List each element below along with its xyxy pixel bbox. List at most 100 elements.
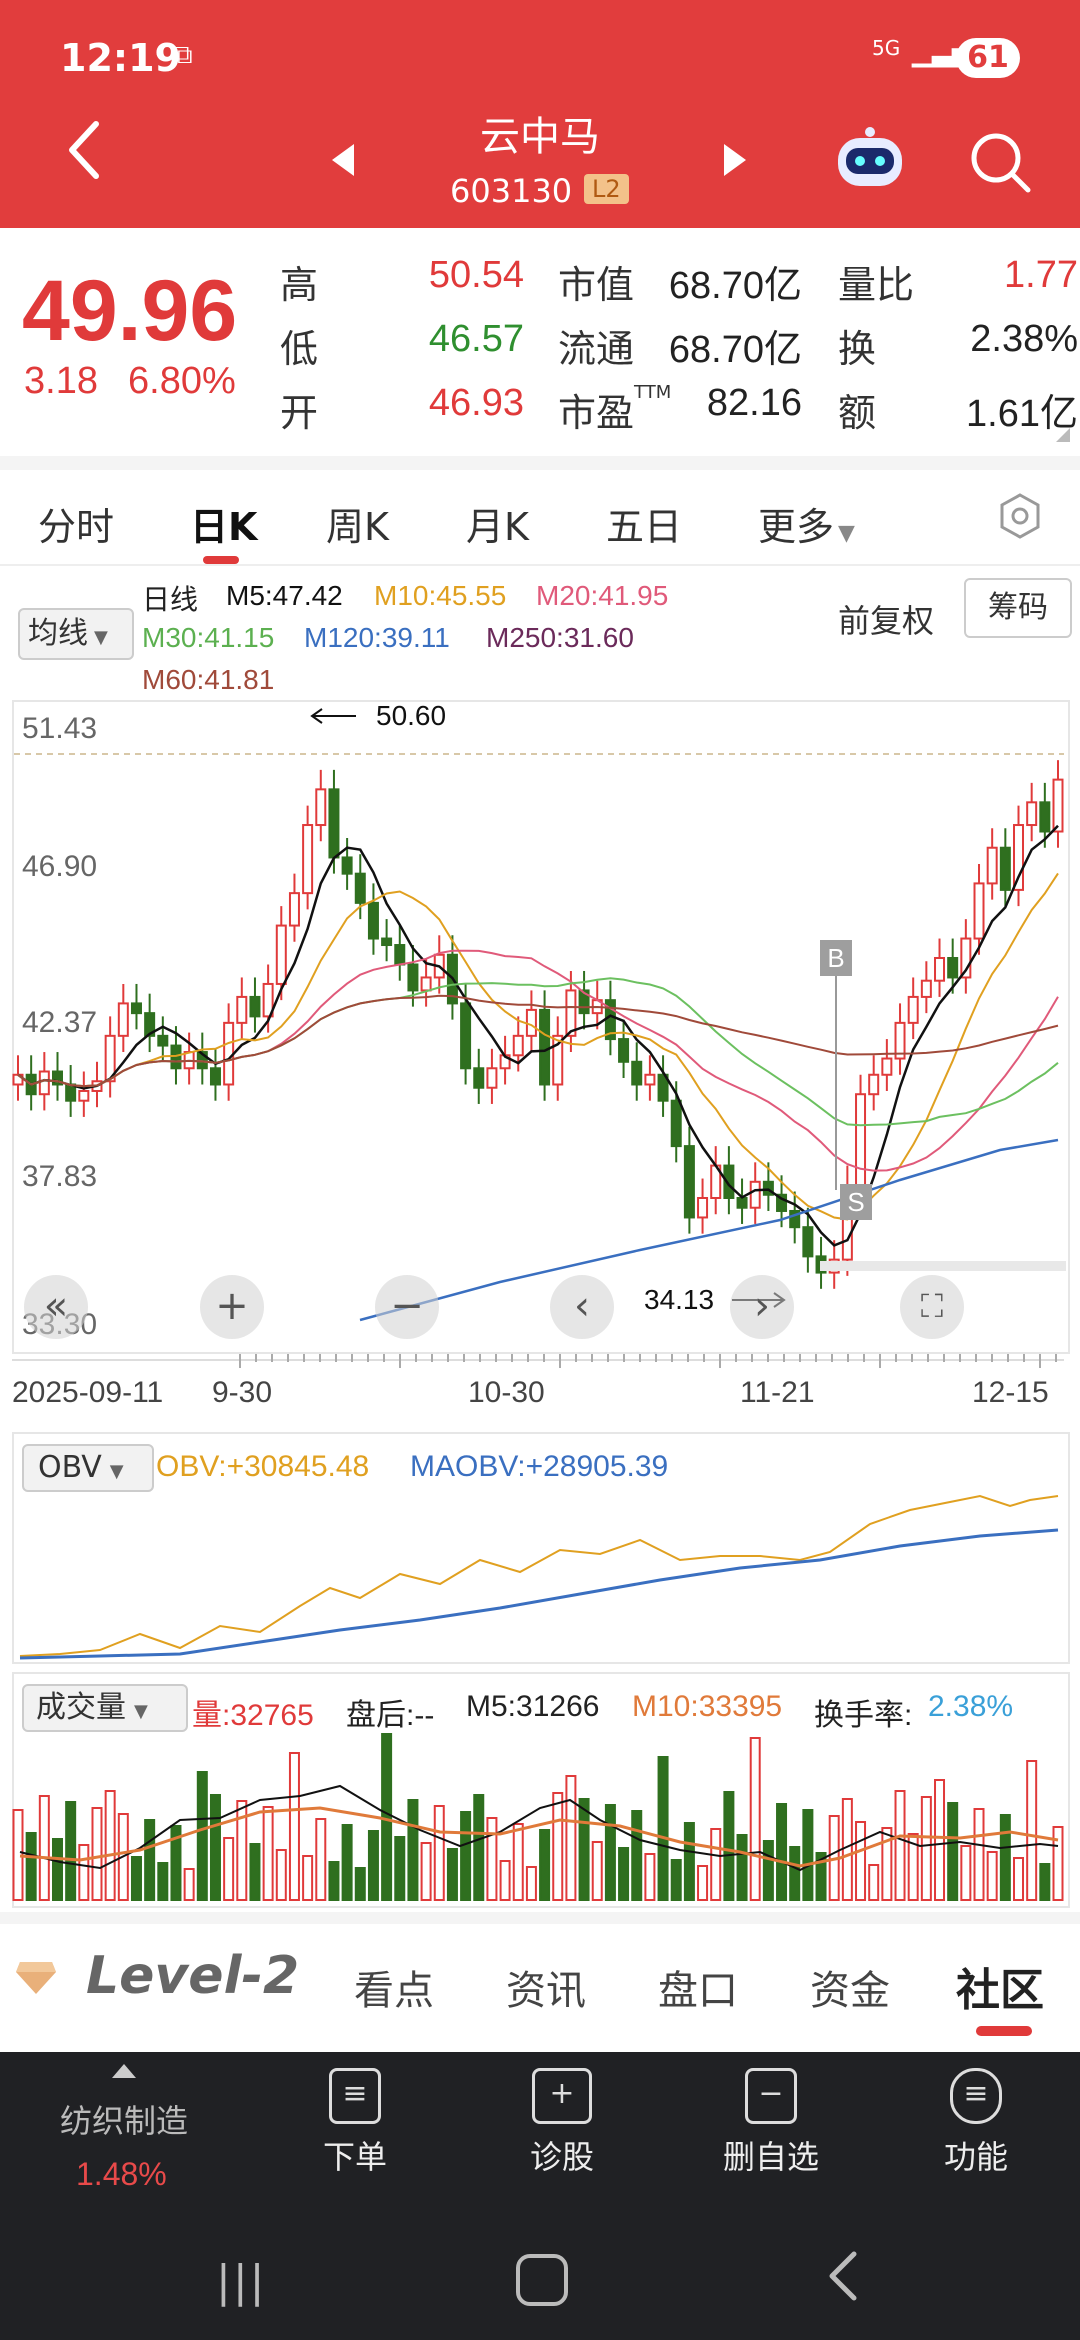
zoom-in-icon[interactable]: + [200, 1275, 264, 1339]
volume-bar [815, 1852, 827, 1901]
candle-body [657, 1073, 669, 1102]
function-button[interactable]: ≡ 功能 [928, 2068, 1024, 2178]
volume-bar [947, 1802, 959, 1901]
tab-community[interactable]: 社区 [956, 1965, 1044, 2016]
candle-body [1026, 801, 1038, 827]
vol-ratio-value: 1.77 [1004, 254, 1078, 296]
next-stock-button[interactable] [722, 142, 748, 182]
volume-bar [157, 1862, 169, 1901]
search-icon[interactable] [968, 130, 1032, 198]
robot-assistant-icon[interactable] [832, 126, 908, 196]
settings-hexagon-icon[interactable] [996, 492, 1044, 544]
price-change-pct: 6.80% [128, 360, 236, 402]
volume-bar [683, 1822, 695, 1901]
volume-bar [841, 1798, 853, 1901]
sector-name[interactable]: 纺织制造 [60, 2102, 189, 2140]
candle-body [381, 937, 393, 947]
tab-news[interactable]: 资讯 [506, 1968, 586, 2014]
candle-body [1039, 801, 1051, 833]
volume-bar [604, 1804, 616, 1901]
tab-highlights[interactable]: 看点 [354, 1968, 434, 2014]
candle-body [104, 1034, 116, 1083]
volume-bar [275, 1849, 287, 1901]
recent-apps-button[interactable]: ||| [216, 2256, 267, 2307]
chevron-down-icon: ▼ [838, 521, 855, 546]
candle-body [209, 1067, 221, 1086]
scroll-right-icon[interactable]: › [730, 1275, 794, 1339]
tab-monthly-k[interactable]: 月K [466, 505, 529, 549]
candle-body [920, 979, 932, 998]
mktcap-label: 市值 [558, 263, 635, 307]
nav-back-button[interactable] [826, 2250, 860, 2306]
candle-body [565, 989, 577, 1037]
buy-marker[interactable]: B [827, 943, 845, 973]
tab-level2[interactable]: Level-2 [86, 1946, 300, 2006]
tab-intraday[interactable]: 分时 [38, 505, 115, 549]
volume-bar [512, 1823, 524, 1901]
volume-bar [354, 1867, 366, 1901]
y-tick: 51.43 [22, 712, 98, 745]
adjust-mode[interactable]: 前复权 [838, 602, 935, 640]
fullscreen-icon[interactable]: ⛶ [900, 1275, 964, 1339]
volume-bar [565, 1775, 577, 1901]
tab-order-book[interactable]: 盘口 [658, 1968, 738, 2014]
candle-body [934, 957, 946, 982]
volume-bar [249, 1843, 261, 1901]
candle-body [618, 1038, 630, 1063]
obv-value: OBV:+30845.48 [156, 1450, 370, 1483]
prev-stock-button[interactable] [330, 142, 356, 182]
volume-bar [907, 1833, 919, 1901]
tab-five-day[interactable]: 五日 [606, 505, 683, 549]
candle-body [683, 1145, 695, 1219]
volume-bar [723, 1791, 735, 1901]
order-icon: ≡ [329, 2068, 381, 2124]
tab-weekly-k[interactable]: 周K [326, 505, 389, 549]
chevron-down-icon: ▼ [94, 627, 108, 648]
y-tick: 46.90 [22, 850, 98, 883]
volume-bar [697, 1865, 709, 1901]
remove-watchlist-button[interactable]: − 删自选 [716, 2068, 826, 2178]
candle-body [367, 901, 379, 940]
rewind-icon[interactable]: « [24, 1275, 88, 1339]
sell-marker[interactable]: S [847, 1187, 865, 1217]
divider [0, 456, 1080, 470]
candle-body [697, 1197, 709, 1219]
candle-body [776, 1193, 788, 1212]
diagnose-button[interactable]: + 诊股 [514, 2068, 610, 2178]
battery-icon: 61 [956, 38, 1020, 78]
volume-bar [749, 1737, 761, 1901]
candle-body [644, 1073, 656, 1086]
volume-bar [776, 1803, 788, 1901]
diagnose-icon: + [532, 2068, 592, 2124]
x-tick: 10-30 [468, 1376, 545, 1409]
volume-selector[interactable]: 成交量 ▼ [22, 1684, 188, 1732]
chip-button[interactable]: 筹码 [964, 578, 1072, 638]
candle-body [1052, 778, 1064, 833]
menu-icon: ≡ [950, 2068, 1002, 2124]
candle-body [460, 1002, 472, 1070]
obv-selector[interactable]: OBV ▼ [22, 1444, 154, 1492]
float-label: 流通 [558, 327, 635, 371]
volume-bar [65, 1801, 77, 1901]
volume-bar [183, 1868, 195, 1901]
expand-corner-icon[interactable] [1056, 428, 1070, 442]
zoom-out-icon[interactable]: − [375, 1275, 439, 1339]
turnover-label: 换手率: [814, 1699, 913, 1732]
back-button[interactable] [64, 118, 104, 186]
tab-more[interactable]: 更多 ▼ [758, 505, 855, 549]
volume-bar [499, 1860, 511, 1901]
volume-value: 量:32765 [192, 1699, 314, 1732]
expand-up-icon[interactable] [112, 2064, 136, 2078]
scroll-left-icon[interactable]: ‹ [550, 1275, 614, 1339]
level2-badge: L2 [584, 174, 629, 204]
volume-bar [960, 1845, 972, 1901]
tab-capital[interactable]: 资金 [810, 1968, 890, 2014]
order-button[interactable]: ≡ 下单 [310, 2068, 400, 2178]
ma-selector[interactable]: 均线 ▼ [18, 608, 134, 660]
tab-daily-k[interactable]: 日K [190, 505, 258, 549]
x-tick: 11-21 [740, 1376, 815, 1409]
home-button[interactable] [516, 2254, 568, 2306]
active-tab-indicator [976, 2026, 1032, 2036]
